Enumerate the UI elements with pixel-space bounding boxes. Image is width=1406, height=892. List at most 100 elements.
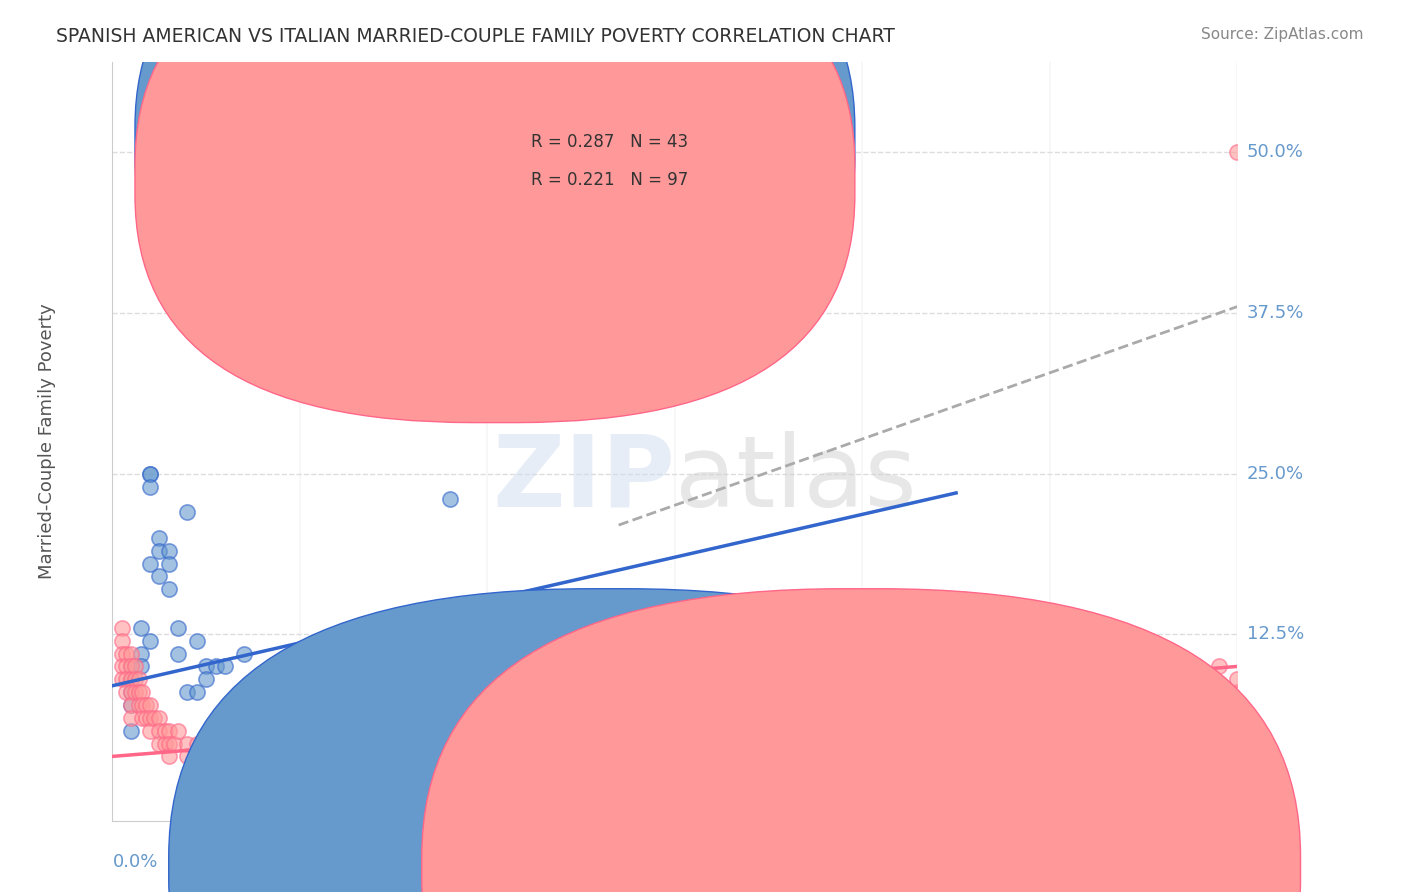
Spanish Americans [326, 326, 349, 340]
Italians [120, 673, 142, 687]
Italians [1132, 673, 1154, 687]
Spanish Americans [439, 492, 461, 507]
Italians [131, 711, 153, 725]
Spanish Americans [157, 557, 180, 571]
Italians [569, 673, 592, 687]
Spanish Americans [214, 659, 236, 673]
Italians [131, 698, 153, 712]
Italians [439, 698, 461, 712]
Italians [139, 711, 162, 725]
Spanish Americans [851, 673, 873, 687]
Italians [111, 621, 134, 635]
Italians [664, 647, 686, 661]
Italians [135, 698, 157, 712]
Italians [280, 762, 302, 776]
Italians [176, 749, 198, 764]
Italians [124, 685, 146, 699]
Spanish Americans [589, 685, 612, 699]
Italians [1226, 673, 1249, 687]
Italians [195, 737, 218, 751]
Italians [232, 749, 254, 764]
Italians [260, 749, 283, 764]
Italians [120, 711, 142, 725]
Italians [1152, 659, 1174, 673]
Text: Italians: Italians [889, 859, 949, 877]
Italians [139, 698, 162, 712]
Italians [111, 647, 134, 661]
Spanish Americans [195, 659, 218, 673]
Spanish Americans [157, 582, 180, 597]
Italians [288, 737, 311, 751]
Italians [120, 659, 142, 673]
Spanish Americans [129, 659, 152, 673]
Text: ZIP: ZIP [492, 431, 675, 528]
Italians [382, 711, 405, 725]
Text: atlas: atlas [675, 431, 917, 528]
Text: 12.5%: 12.5% [1247, 625, 1303, 643]
Italians [120, 698, 142, 712]
Spanish Americans [120, 659, 142, 673]
Italians [186, 749, 208, 764]
Spanish Americans [148, 543, 170, 558]
Italians [157, 749, 180, 764]
Italians [336, 749, 359, 764]
Italians [167, 723, 190, 738]
Spanish Americans [129, 647, 152, 661]
FancyBboxPatch shape [135, 0, 855, 384]
Spanish Americans [252, 698, 274, 712]
Italians [131, 685, 153, 699]
Italians [326, 737, 349, 751]
Italians [242, 749, 264, 764]
Text: 0.0%: 0.0% [112, 853, 157, 871]
Spanish Americans [204, 659, 226, 673]
Italians [111, 659, 134, 673]
Italians [401, 723, 423, 738]
Text: R = 0.287   N = 43: R = 0.287 N = 43 [531, 133, 688, 151]
Italians [308, 737, 330, 751]
Italians [1188, 685, 1211, 699]
Text: Spanish Americans: Spanish Americans [636, 859, 794, 877]
Spanish Americans [176, 505, 198, 519]
Italians [195, 749, 218, 764]
Text: 50.0%: 50.0% [1247, 144, 1303, 161]
Text: R = 0.221   N = 97: R = 0.221 N = 97 [531, 171, 688, 189]
Spanish Americans [139, 467, 162, 481]
Spanish Americans [120, 723, 142, 738]
Text: Married-Couple Family Poverty: Married-Couple Family Poverty [38, 303, 56, 580]
Italians [607, 659, 630, 673]
Italians [148, 723, 170, 738]
Spanish Americans [120, 685, 142, 699]
Spanish Americans [167, 647, 190, 661]
Italians [1170, 673, 1192, 687]
Text: 37.5%: 37.5% [1247, 304, 1303, 322]
Italians [114, 659, 136, 673]
Italians [114, 647, 136, 661]
Spanish Americans [664, 685, 686, 699]
Spanish Americans [157, 543, 180, 558]
FancyBboxPatch shape [450, 108, 810, 214]
Spanish Americans [120, 698, 142, 712]
Italians [114, 685, 136, 699]
Spanish Americans [195, 673, 218, 687]
Spanish Americans [148, 569, 170, 583]
Italians [153, 723, 176, 738]
Spanish Americans [139, 479, 162, 493]
Italians [477, 698, 499, 712]
Italians [148, 711, 170, 725]
Italians [124, 659, 146, 673]
Italians [1226, 685, 1249, 699]
Italians [1039, 685, 1062, 699]
Italians [851, 659, 873, 673]
Spanish Americans [120, 673, 142, 687]
Spanish Americans [364, 633, 387, 648]
Italians [1208, 659, 1230, 673]
Italians [186, 737, 208, 751]
Spanish Americans [148, 531, 170, 545]
Italians [224, 737, 246, 751]
Italians [983, 685, 1005, 699]
Spanish Americans [176, 685, 198, 699]
Italians [214, 749, 236, 764]
Spanish Americans [139, 557, 162, 571]
Italians [411, 698, 433, 712]
Italians [128, 673, 150, 687]
